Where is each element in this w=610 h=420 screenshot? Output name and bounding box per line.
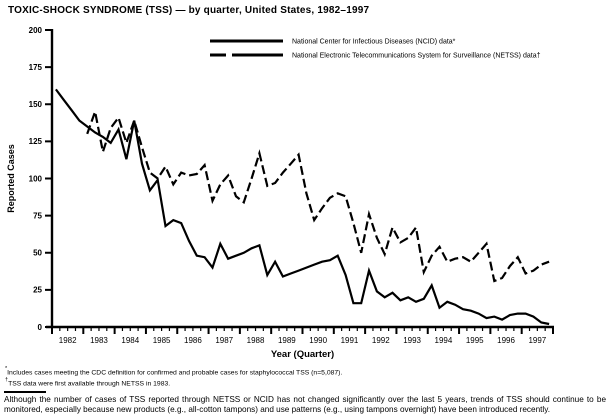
footnote-netss-symbol: † <box>5 377 9 384</box>
x-year-label: 1984 <box>121 336 139 345</box>
x-year-label: 1987 <box>215 336 233 345</box>
x-year-label: 1995 <box>466 336 484 345</box>
x-year-label: 1986 <box>184 336 202 345</box>
y-tick-label: 100 <box>29 174 43 183</box>
x-year-label: 1985 <box>153 336 171 345</box>
x-axis-label: Year (Quarter) <box>271 349 334 360</box>
x-year-label: 1993 <box>403 336 421 345</box>
separator-rule <box>4 391 46 393</box>
figure-title: TOXIC-SHOCK SYNDROME (TSS) — by quarter,… <box>8 5 370 16</box>
x-year-label: 1991 <box>341 336 359 345</box>
netss-line <box>86 107 550 283</box>
legend-label-ncid: National Center for Infectious Diseases … <box>292 39 456 46</box>
x-year-label: 1990 <box>309 336 327 345</box>
tss-line-chart: 0 25 50 75 100 125 150 175 200 Reported Cases 1982… <box>6 26 554 360</box>
y-axis-label: Reported Cases <box>6 144 16 213</box>
footnote-ncid: *Includes cases meeting the CDC definiti… <box>5 366 342 377</box>
y-tick-label: 175 <box>29 63 43 72</box>
y-tick-label: 25 <box>33 286 42 295</box>
y-tick-label: 0 <box>38 323 43 332</box>
x-year-label: 1997 <box>528 336 546 345</box>
ncid-line <box>55 88 550 326</box>
x-year-label: 1992 <box>372 336 390 345</box>
x-year-label: 1988 <box>247 336 265 345</box>
footnotes: *Includes cases meeting the CDC definiti… <box>5 366 342 389</box>
footnote-netss-text: TSS data were first available through NE… <box>8 380 171 388</box>
footnote-ncid-symbol: * <box>5 366 8 372</box>
editorial-note: Although the number of cases of TSS repo… <box>4 395 606 414</box>
x-year-label: 1983 <box>90 336 108 345</box>
y-tick-label: 200 <box>29 26 43 35</box>
y-tick-label: 125 <box>29 137 43 146</box>
y-tick-label: 150 <box>29 100 43 109</box>
x-year-label: 1982 <box>59 336 77 345</box>
y-tick-label: 75 <box>33 211 42 220</box>
x-year-label: 1989 <box>278 336 296 345</box>
footnote-ncid-text: Includes cases meeting the CDC definitio… <box>7 369 343 377</box>
footnote-netss: †TSS data were first available through N… <box>5 377 342 388</box>
x-year-label: 1994 <box>435 336 453 345</box>
legend-label-netss: National Electronic Telecommunications S… <box>292 53 541 60</box>
y-tick-label: 50 <box>33 249 42 258</box>
x-year-label: 1996 <box>497 336 515 345</box>
